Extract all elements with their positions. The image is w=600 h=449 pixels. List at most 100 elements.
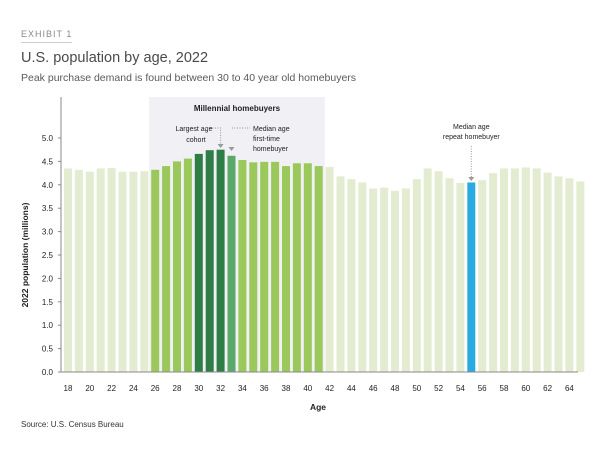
bar-age-61 [532, 168, 541, 372]
annotation-median-repeat: Median age [453, 124, 490, 131]
chart-subtitle: Peak purchase demand is found between 30… [21, 72, 357, 84]
annotation-leader-line [205, 127, 222, 144]
y-tick-label: 4.5 [42, 157, 54, 166]
bar-age-46 [369, 188, 378, 372]
bar-age-21 [96, 168, 105, 372]
bar-age-53 [445, 178, 454, 372]
x-tick-label: 62 [543, 384, 552, 393]
chart-title: U.S. population by age, 2022 [21, 50, 209, 66]
bar-age-28 [173, 161, 181, 372]
bar-age-38 [282, 166, 290, 372]
bar-age-25 [140, 171, 149, 372]
bar-age-44 [347, 179, 356, 372]
x-tick-label: 48 [391, 384, 400, 393]
bar-age-54 [456, 182, 465, 372]
bar-age-20 [85, 171, 94, 372]
x-tick-label: 50 [412, 384, 421, 393]
bar-age-40 [303, 163, 312, 372]
bar-age-49 [401, 188, 410, 372]
x-tick-label: 54 [456, 384, 465, 393]
x-tick-label: 36 [260, 384, 269, 393]
bar-age-55 [467, 182, 476, 372]
x-tick-label: 18 [64, 384, 73, 393]
bar-age-51 [423, 168, 432, 372]
bar-age-65 [576, 181, 585, 372]
annotation-median-first-time: first-time [253, 136, 280, 143]
y-tick-label: 1.5 [42, 298, 54, 307]
y-tick-label: 0.5 [42, 345, 54, 354]
bar-age-56 [478, 180, 487, 372]
bar-age-41 [314, 166, 323, 372]
bar-age-48 [391, 190, 399, 372]
bar-age-52 [434, 171, 443, 372]
x-tick-label: 28 [173, 384, 182, 393]
x-tick-label: 22 [107, 384, 116, 393]
bar-age-37 [271, 161, 280, 372]
bar-age-33 [227, 155, 236, 372]
x-tick-label: 64 [565, 384, 574, 393]
arrow-down-icon [468, 177, 475, 181]
bar-age-19 [74, 169, 83, 372]
arrow-down-icon [217, 144, 224, 148]
annotation-median-repeat: repeat homebuyer [443, 134, 500, 141]
bar-age-34 [238, 159, 247, 372]
annotation-largest-cohort: Largest age [176, 126, 213, 133]
bar-age-60 [521, 167, 530, 372]
bar-age-35 [249, 162, 258, 372]
bar-age-24 [129, 171, 138, 372]
bar-age-29 [183, 158, 192, 372]
x-tick-label: 60 [521, 384, 530, 393]
x-tick-label: 40 [303, 384, 312, 393]
x-tick-label: 58 [500, 384, 509, 393]
y-tick-label: 5.0 [42, 134, 54, 143]
x-tick-label: 32 [216, 384, 225, 393]
annotation-median-first-time: homebuyer [253, 146, 289, 153]
bar-age-59 [510, 168, 519, 372]
bar-age-58 [500, 168, 508, 372]
x-tick-label: 42 [325, 384, 334, 393]
x-tick-label: 24 [129, 384, 138, 393]
x-tick-label: 38 [282, 384, 291, 393]
source-note: Source: U.S. Census Bureau [21, 420, 124, 429]
x-tick-label: 26 [151, 384, 160, 393]
bar-age-47 [380, 187, 389, 372]
bar-age-50 [412, 179, 421, 372]
bar-age-23 [118, 171, 127, 372]
bar-age-32 [216, 149, 225, 372]
y-tick-label: 4.0 [42, 181, 54, 190]
bar-age-26 [151, 169, 160, 372]
x-tick-label: 46 [369, 384, 378, 393]
y-tick-label: 1.0 [42, 321, 54, 330]
exhibit-label: EXHIBIT 1 [21, 29, 73, 43]
bar-age-64 [565, 178, 574, 372]
bar-age-57 [489, 173, 498, 372]
bar-age-22 [107, 167, 116, 372]
x-tick-label: 34 [238, 384, 247, 393]
x-tick-label: 44 [347, 384, 356, 393]
bar-age-27 [162, 166, 171, 372]
y-tick-label: 3.0 [42, 228, 54, 237]
x-tick-label: 20 [85, 384, 94, 393]
bar-age-36 [260, 161, 269, 372]
bar-age-31 [205, 150, 214, 372]
y-tick-label: 0.0 [42, 368, 54, 377]
highlight-label: Millennial homebuyers [194, 104, 281, 113]
bar-age-45 [358, 182, 367, 372]
x-tick-label: 52 [434, 384, 443, 393]
arrow-down-icon [228, 147, 235, 151]
bar-age-42 [325, 167, 334, 372]
bar-age-62 [543, 172, 552, 372]
bar-age-18 [64, 168, 72, 372]
annotation-median-first-time: Median age [253, 126, 290, 133]
x-tick-label: 56 [478, 384, 487, 393]
y-axis-title: 2022 population (millions) [20, 202, 30, 307]
annotation-largest-cohort: cohort [186, 137, 206, 144]
bar-age-39 [292, 163, 301, 372]
x-axis-title: Age [310, 402, 326, 412]
bar-age-63 [554, 176, 563, 372]
y-tick-label: 2.0 [42, 274, 54, 283]
bar-age-43 [336, 176, 345, 372]
y-tick-label: 2.5 [42, 251, 54, 260]
